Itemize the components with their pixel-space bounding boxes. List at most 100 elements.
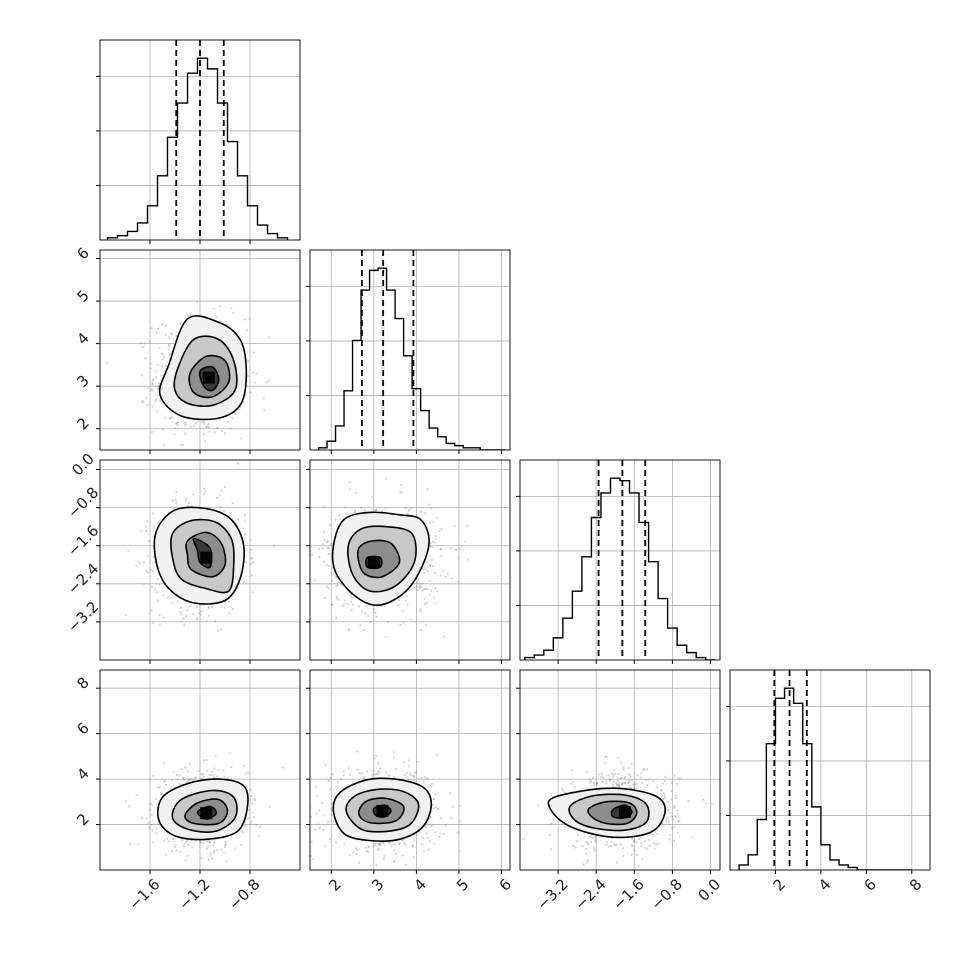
scatter-point [331,603,334,606]
x-tick-label: 4 [410,875,429,894]
scatter-point [255,372,258,375]
y-tick-label: 5 [73,286,92,305]
scatter-point [325,541,328,544]
scatter-point [182,617,185,620]
scatter-point [617,784,621,787]
scatter-point [429,545,432,548]
scatter-point [618,781,621,784]
scatter-point [665,817,668,820]
scatter-point [201,421,204,424]
scatter-point [456,580,459,583]
scatter-point [564,825,567,828]
scatter-point [421,589,424,592]
scatter-point [171,333,174,336]
histogram-panel-2 [516,459,721,664]
scatter-point [318,809,321,812]
scatter-point [321,547,324,550]
scatter-point [622,854,625,858]
scatter-point [223,775,226,778]
scatter-point [386,620,389,623]
scatter-point [158,583,162,586]
scatter-point [710,802,713,805]
scatter-point [431,782,434,786]
scatter-point [655,843,658,846]
y-tick-label: 0.0 [68,450,98,480]
scatter-point [222,769,225,772]
scatter-point [163,839,166,842]
scatter-point [430,589,433,593]
scatter-point [245,825,248,828]
scatter-point [220,489,223,492]
scatter-point [415,770,418,774]
scatter-point [429,542,432,545]
scatter-point [202,773,205,776]
scatter-point [162,594,165,597]
scatter-point [637,837,641,840]
scatter-point [205,425,208,428]
scatter-point [243,765,246,768]
scatter-point [163,779,166,782]
scatter-point [140,529,143,532]
scatter-point [438,529,441,533]
scatter-point [342,774,345,777]
scatter-point [230,464,232,466]
scatter-point [221,429,224,433]
scatter-point [336,781,340,784]
scatter-point [176,421,180,424]
scatter-point [184,766,187,769]
scatter-point [215,316,218,319]
scatter-point [624,781,627,784]
scatter-point [171,499,174,502]
scatter-point [155,832,158,835]
scatter-point [593,836,597,839]
scatter-point [160,323,163,326]
scatter-point [206,840,209,843]
scatter-point [646,848,649,851]
scatter-point [323,538,326,541]
scatter-point [426,588,429,591]
scatter-point [157,327,160,330]
scatter-point [142,346,145,349]
scatter-point [231,502,234,505]
scatter-point [343,842,346,845]
y-tick-label: −3.2 [64,598,102,636]
scatter-point [623,775,626,778]
contour-line [184,798,229,826]
scatter-point [326,546,329,550]
scatter-point [429,785,432,789]
scatter-point [378,843,381,846]
scatter-content [310,750,462,867]
scatter-point [451,805,454,808]
scatter-point [169,416,172,419]
scatter-point [208,773,212,777]
scatter-point [187,843,190,846]
scatter-point [613,768,616,771]
scatter-point [642,768,645,771]
scatter-point [669,811,673,814]
scatter-point [155,331,158,334]
scatter-point [345,513,348,516]
scatter-point [403,760,406,764]
y-tick-label: 4 [73,764,92,783]
scatter-point [226,777,229,780]
scatter-point [322,530,326,534]
scatter-point [426,488,429,491]
scatter-point [330,542,333,546]
scatter-point [164,783,168,786]
scatter-point [327,564,330,568]
scatter-point [422,836,425,840]
scatter-point [573,786,577,789]
scatter-point [423,597,426,600]
scatter-point [398,842,401,845]
scatter-point [155,827,158,830]
scatter-point [434,831,437,834]
scatter-point [585,840,588,843]
scatter-point [383,843,386,846]
contour-line [365,555,383,570]
scatter-point [179,610,182,614]
scatter-point [610,840,613,843]
scatter-point [323,596,327,600]
scatter-point [200,773,203,776]
scatter-point [246,771,249,774]
scatter-point [265,381,269,384]
